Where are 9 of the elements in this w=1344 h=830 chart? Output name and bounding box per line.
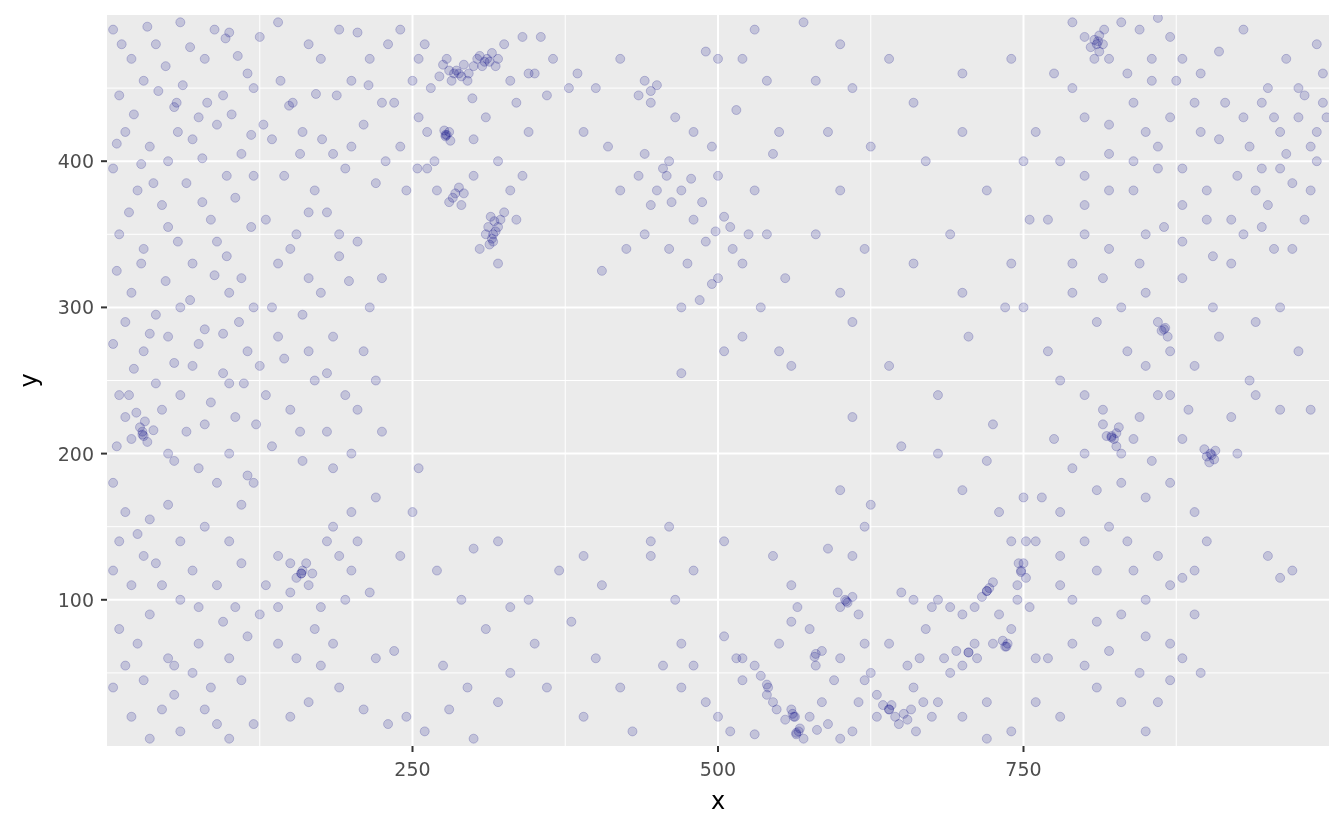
x-tick-label: 750 bbox=[1005, 758, 1042, 780]
x-tick-label: 250 bbox=[394, 758, 431, 780]
y-tick-label: 300 bbox=[57, 296, 94, 319]
x-axis-title: x bbox=[710, 787, 726, 815]
y-tick-label: 100 bbox=[57, 588, 94, 611]
y-tick-label: 400 bbox=[57, 150, 94, 173]
y-axis-title: y bbox=[15, 373, 43, 388]
x-tick-label: 500 bbox=[699, 758, 737, 780]
y-tick-label: 200 bbox=[57, 442, 94, 465]
